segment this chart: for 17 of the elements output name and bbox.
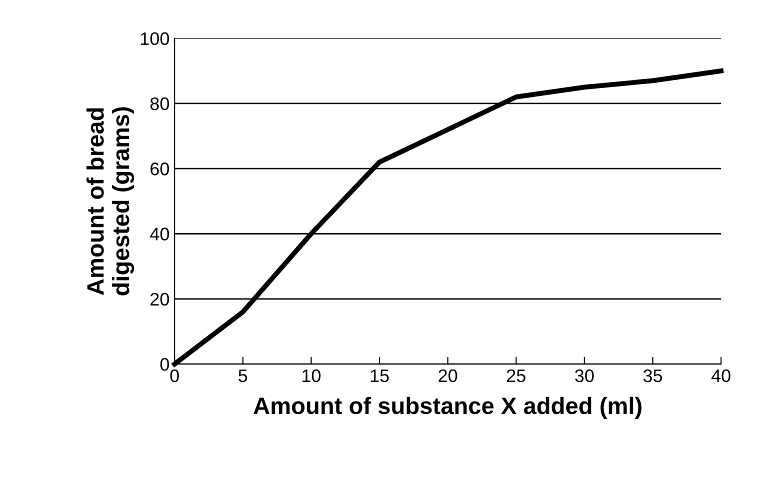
x-tick-label: 20 bbox=[438, 369, 458, 382]
x-tick-label: 15 bbox=[370, 370, 389, 382]
x-tick-label: 0 bbox=[170, 369, 179, 382]
x-tick-label: 10 bbox=[302, 369, 321, 382]
y-tick-label: 100 bbox=[140, 32, 170, 46]
x-tick-label: 35 bbox=[643, 369, 662, 382]
y-axis-title: Amount of bread digested (grams) bbox=[86, 107, 134, 296]
y-tick-label: 80 bbox=[150, 97, 170, 110]
x-tick-label: 30 bbox=[575, 369, 594, 382]
x-tick-label: 5 bbox=[238, 370, 248, 382]
y-tick-label: 0 bbox=[160, 358, 170, 371]
y-tick-label: 60 bbox=[150, 162, 170, 176]
x-tick-label: 40 bbox=[711, 369, 730, 382]
x-axis-title: Amount of substance X added (ml) bbox=[254, 396, 642, 419]
y-tick-label: 40 bbox=[150, 228, 170, 240]
x-tick-label: 25 bbox=[506, 369, 526, 382]
y-tick-label: 20 bbox=[150, 292, 170, 306]
